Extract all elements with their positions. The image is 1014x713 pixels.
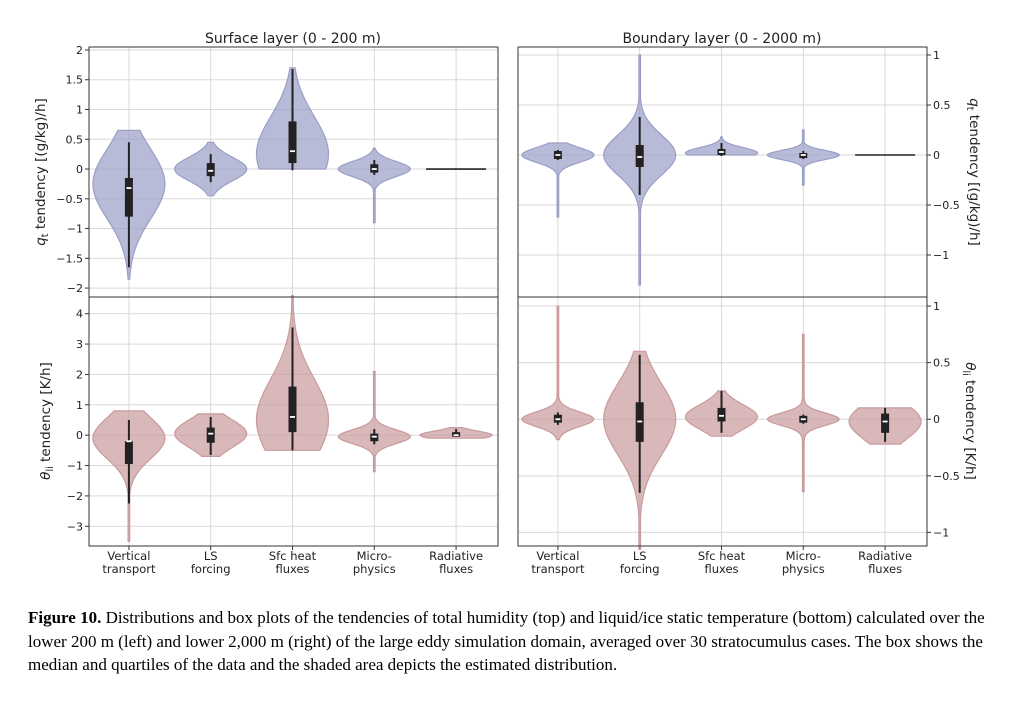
- category-label: fluxes: [439, 562, 473, 576]
- category-label: Micro-: [786, 549, 821, 563]
- title-surface: Surface layer (0 - 200 m): [205, 31, 381, 47]
- category-label: Sfc heat: [698, 549, 746, 563]
- plot-area: −2 −1.5 −1 −0.5 0 0.5 1 1.5 2 −1 −0.5 0 0.5 1 −3 −2 −1 0 1…: [33, 44, 982, 576]
- iqr-box: [288, 386, 297, 433]
- y-tick-label: −0.5: [56, 193, 83, 206]
- violin-1: [521, 305, 595, 441]
- y-tick-label: −1: [67, 223, 83, 236]
- y-tick-label: 2: [76, 368, 83, 381]
- violin-1: [92, 129, 166, 280]
- violin-2: [174, 413, 248, 457]
- y-tick-label: 0: [76, 429, 83, 442]
- y-tick-label: 1: [933, 300, 940, 313]
- category-label: Micro-: [357, 549, 392, 563]
- violin-4: [337, 147, 411, 224]
- category-label: Radiative: [858, 549, 912, 563]
- iqr-box: [124, 177, 133, 217]
- violin-2: [603, 350, 677, 550]
- category-label: fluxes: [275, 562, 309, 576]
- axes-frame: [517, 46, 928, 298]
- y-tick-label: 0.5: [933, 357, 951, 370]
- y-tick-label: 1: [76, 399, 83, 412]
- violin-2: [174, 141, 248, 197]
- y-tick-label: 0: [933, 413, 940, 426]
- y-tick-label: −0.5: [933, 199, 960, 212]
- y-tick-label: 1: [933, 49, 940, 62]
- category-label: Radiative: [429, 549, 483, 563]
- category-label: forcing: [191, 562, 231, 576]
- caption-text: Distributions and box plots of the tende…: [28, 608, 985, 674]
- y-tick-label: 4: [76, 308, 83, 321]
- iqr-box: [124, 441, 133, 465]
- violin-body: [766, 333, 841, 493]
- y-tick-label: −1: [933, 249, 949, 262]
- category-label: Vertical: [536, 549, 579, 563]
- axes-frame: [517, 296, 928, 547]
- y-tick-label: 0.5: [933, 99, 951, 112]
- y-tick-label: 1.5: [66, 74, 84, 87]
- violin-5: [848, 407, 922, 445]
- y-tick-label: 0.5: [66, 133, 84, 146]
- y-tick-label: 2: [76, 44, 83, 57]
- category-label: transport: [102, 562, 156, 576]
- category-label: physics: [353, 562, 396, 576]
- y-tick-label: −0.5: [933, 470, 960, 483]
- category-label: LS: [204, 549, 218, 563]
- y-tick-label: −1.5: [56, 252, 83, 265]
- y-tick-label: −1: [933, 526, 949, 539]
- iqr-box: [206, 427, 215, 443]
- y-tick-label: 0: [933, 149, 940, 162]
- y-tick-label: 0: [76, 163, 83, 176]
- violin-4: [766, 129, 840, 186]
- violin-body: [337, 147, 411, 224]
- violin-body: [337, 370, 411, 473]
- violin-4: [766, 333, 841, 493]
- figure-caption: Figure 10. Distributions and box plots o…: [28, 606, 988, 677]
- panel-surface-theta: −3 −2 −1 0 1 2 3 4: [67, 294, 499, 550]
- violin-body: [521, 142, 595, 218]
- title-boundary: Boundary layer (0 - 2000 m): [623, 31, 822, 47]
- ylabel-theta-right: θli tendency [K/h]: [960, 362, 978, 480]
- panel-boundary-theta: −1 −0.5 0 0.5 1: [517, 296, 960, 550]
- iqr-box: [206, 163, 215, 177]
- category-label: Sfc heat: [269, 549, 317, 563]
- y-tick-label: 1: [76, 104, 83, 117]
- category-label: transport: [531, 562, 585, 576]
- iqr-box: [635, 145, 644, 167]
- violin-3: [255, 67, 330, 171]
- category-label: forcing: [620, 562, 660, 576]
- iqr-box: [717, 407, 726, 422]
- y-tick-label: −3: [67, 520, 83, 533]
- panel-surface-qt: −2 −1.5 −1 −0.5 0 0.5 1 1.5 2: [56, 44, 499, 298]
- axes-frame: [88, 296, 499, 547]
- iqr-box: [881, 413, 890, 433]
- violin-4: [337, 370, 411, 473]
- caption-label: Figure 10.: [28, 608, 102, 627]
- violin-3: [255, 294, 330, 451]
- violin-3: [684, 390, 759, 437]
- y-tick-label: −1: [67, 460, 83, 473]
- category-label: fluxes: [868, 562, 902, 576]
- category-label: Vertical: [107, 549, 150, 563]
- y-tick-label: 3: [76, 338, 83, 351]
- violin-3: [684, 136, 759, 156]
- violin-1: [521, 142, 595, 218]
- violin-body: [521, 305, 595, 441]
- y-tick-label: −2: [67, 282, 83, 295]
- iqr-box: [288, 121, 297, 164]
- y-tick-label: −2: [67, 490, 83, 503]
- ylabel-qt-left: qt tendency [(g/kg)/h]: [33, 98, 51, 246]
- category-label: fluxes: [704, 562, 738, 576]
- ylabel-theta-left: θli tendency [K/h]: [38, 362, 56, 480]
- category-label: physics: [782, 562, 825, 576]
- violin-5: [419, 427, 493, 439]
- violin-2: [603, 54, 677, 286]
- panel-boundary-qt: −1 −0.5 0 0.5 1: [517, 46, 960, 298]
- violin-1: [92, 410, 166, 542]
- ylabel-qt-right: qt tendency [(g/kg)/h]: [964, 98, 982, 246]
- category-label: LS: [633, 549, 647, 563]
